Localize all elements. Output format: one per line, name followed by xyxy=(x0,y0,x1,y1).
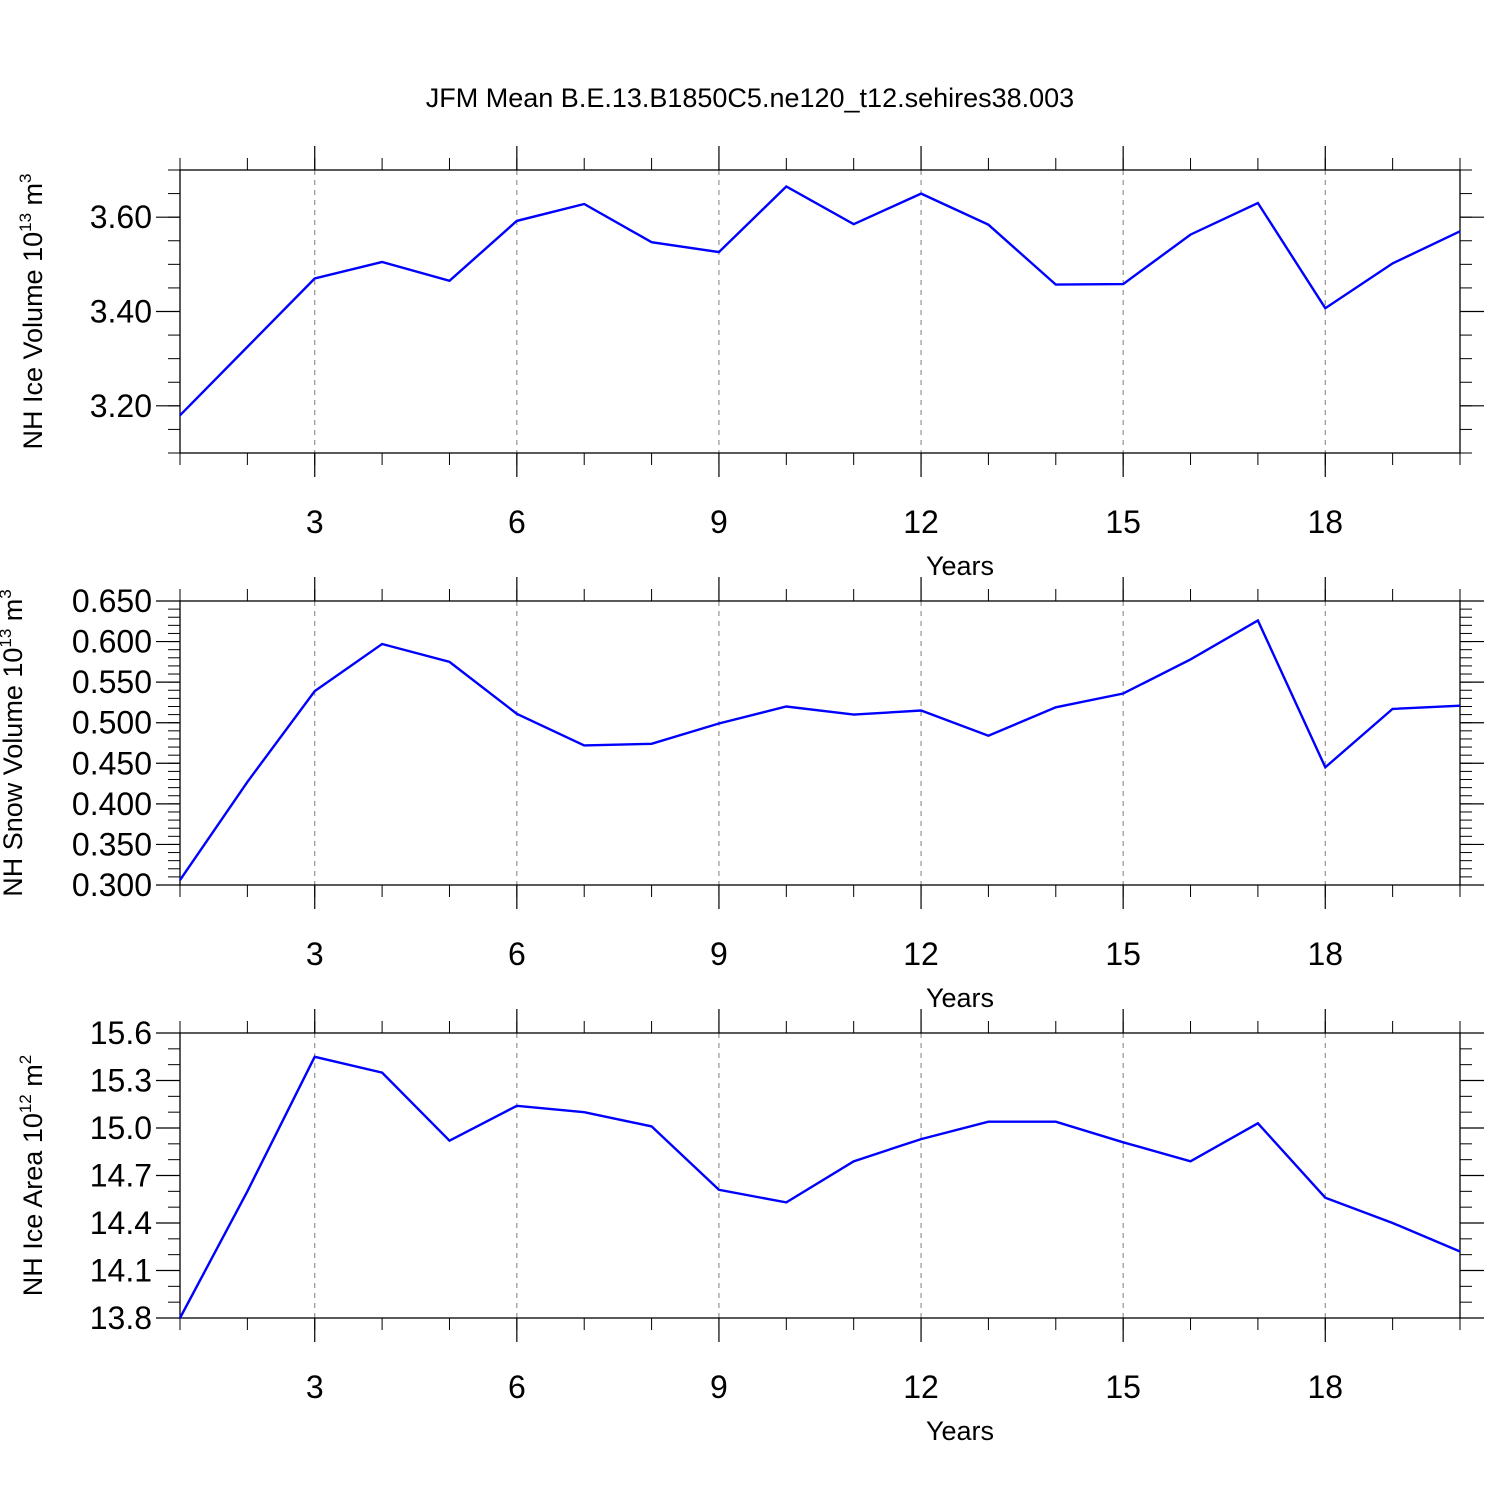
x-tick-label: 3 xyxy=(306,1369,324,1405)
y-tick-label: 3.60 xyxy=(90,199,152,235)
x-tick-label: 3 xyxy=(306,504,324,540)
x-tick-label: 6 xyxy=(508,1369,526,1405)
x-tick-label: 18 xyxy=(1307,1369,1343,1405)
y-tick-label: 3.20 xyxy=(90,388,152,424)
y-axis-label: NH Ice Area 1012 m2 xyxy=(16,1055,48,1296)
chart-panel-3: 3 6 9 12 15 18 13.8 14.1 14.4 14.7 15.0 15.3 15.6 Yea… xyxy=(16,1009,1484,1446)
plot-frame xyxy=(179,1032,1461,1319)
y-tick-label: 0.350 xyxy=(72,826,152,862)
x-tick-label: 9 xyxy=(710,1369,728,1405)
x-tick-label: 9 xyxy=(710,504,728,540)
y-tick-label: 0.650 xyxy=(72,583,152,619)
x-axis-label: Years xyxy=(926,1416,994,1446)
y-tick-label: 0.450 xyxy=(72,745,152,781)
x-tick-label: 6 xyxy=(508,936,526,972)
y-tick-label: 0.500 xyxy=(72,705,152,741)
x-tick-label: 18 xyxy=(1307,936,1343,972)
y-tick-label: 0.300 xyxy=(72,867,152,903)
y-label-exponent: 12 xyxy=(16,1094,35,1113)
x-tick-label: 6 xyxy=(508,504,526,540)
x-axis-label: Years xyxy=(926,551,994,581)
y-tick-label: 15.6 xyxy=(90,1015,152,1051)
figure-title: JFM Mean B.E.13.B1850C5.ne120_t12.sehire… xyxy=(426,83,1074,113)
y-tick-label: 0.600 xyxy=(72,624,152,660)
x-tick-label: 12 xyxy=(903,1369,939,1405)
y-label-unit-exponent: 3 xyxy=(0,589,15,598)
y-axis-label: NH Snow Volume 1013 m3 xyxy=(0,589,28,897)
y-label-main: NH Ice Area 10 xyxy=(18,1113,48,1296)
x-tick-label: 15 xyxy=(1105,504,1141,540)
y-tick-label: 0.550 xyxy=(72,664,152,700)
x-tick-label: 15 xyxy=(1105,936,1141,972)
y-label-unit: m xyxy=(18,1064,48,1094)
x-tick-label: 12 xyxy=(903,936,939,972)
y-tick-label: 15.3 xyxy=(90,1063,152,1099)
y-tick-label: 0.400 xyxy=(72,786,152,822)
y-tick-label: 14.1 xyxy=(90,1253,152,1289)
y-tick-label: 13.8 xyxy=(90,1300,152,1336)
y-label-exponent: 13 xyxy=(16,213,35,232)
x-tick-label: 12 xyxy=(903,504,939,540)
y-tick-label: 14.7 xyxy=(90,1158,152,1194)
x-tick-label: 3 xyxy=(306,936,324,972)
y-label-exponent: 13 xyxy=(0,629,15,648)
y-label-main: NH Ice Volume 10 xyxy=(18,232,48,450)
y-tick-label: 14.4 xyxy=(90,1205,152,1241)
y-label-unit: m xyxy=(0,599,28,629)
plot-frame xyxy=(179,169,1461,454)
plot-frame xyxy=(179,600,1461,886)
y-axis-label: NH Ice Volume 1013 m3 xyxy=(16,174,48,450)
x-tick-label: 15 xyxy=(1105,1369,1141,1405)
chart-panel-1: 3 6 9 12 15 18 3.20 3.40 3.60 Years NH Ice Volume … xyxy=(16,146,1484,581)
y-label-main: NH Snow Volume 10 xyxy=(0,648,28,897)
y-label-unit: m xyxy=(18,183,48,213)
series-line-1 xyxy=(179,185,1461,417)
x-axis-label: Years xyxy=(926,983,994,1013)
x-tick-label: 18 xyxy=(1307,504,1343,540)
y-label-unit-exponent: 3 xyxy=(16,174,35,183)
x-tick-label: 9 xyxy=(710,936,728,972)
y-tick-label: 15.0 xyxy=(90,1110,152,1146)
chart-panel-2: 3 6 9 12 15 18 0.300 0.350 0.400 0.450 0.500 0.550 0… xyxy=(0,577,1484,1013)
y-tick-label: 3.40 xyxy=(90,294,152,330)
y-label-unit-exponent: 2 xyxy=(16,1055,35,1064)
series-line-1 xyxy=(178,1055,1461,1319)
series-line-1 xyxy=(179,618,1461,881)
